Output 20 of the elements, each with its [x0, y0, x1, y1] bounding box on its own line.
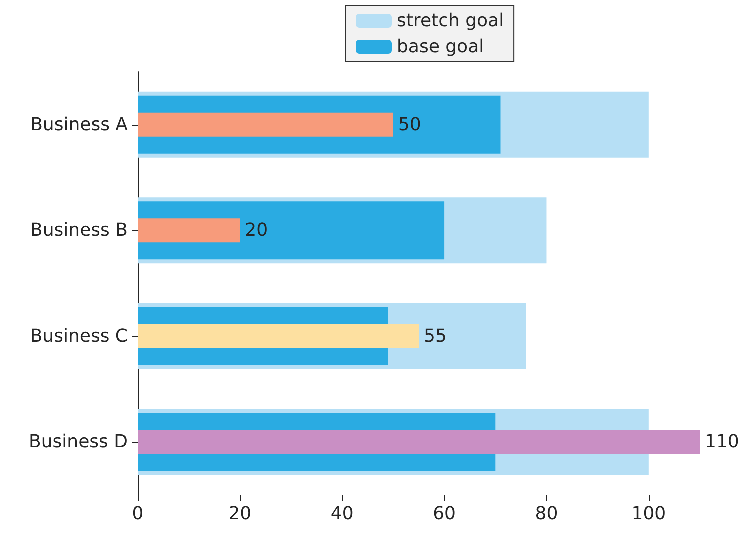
x-tick-label: 100 — [632, 504, 666, 524]
x-tick-label: 60 — [433, 504, 456, 524]
data-label: 55 — [424, 326, 447, 347]
legend-label: stretch goal — [397, 10, 504, 32]
x-tick-label: 20 — [228, 504, 252, 524]
bar — [138, 324, 419, 348]
y-tick-label: Business A — [30, 114, 129, 136]
y-tick-label: Business C — [30, 326, 128, 347]
bar — [138, 430, 700, 454]
bar — [138, 112, 394, 137]
data-label: 20 — [245, 220, 268, 242]
x-tick-label: 40 — [330, 504, 354, 524]
x-tick-label: 0 — [132, 504, 144, 524]
x-tick-label: 80 — [535, 504, 558, 524]
data-label: 50 — [398, 114, 422, 136]
bar — [138, 218, 240, 243]
legend-label: base goal — [397, 36, 484, 58]
y-tick-label: Business B — [30, 220, 128, 242]
data-label: 110 — [705, 432, 740, 453]
y-tick-label: Business D — [29, 432, 128, 453]
